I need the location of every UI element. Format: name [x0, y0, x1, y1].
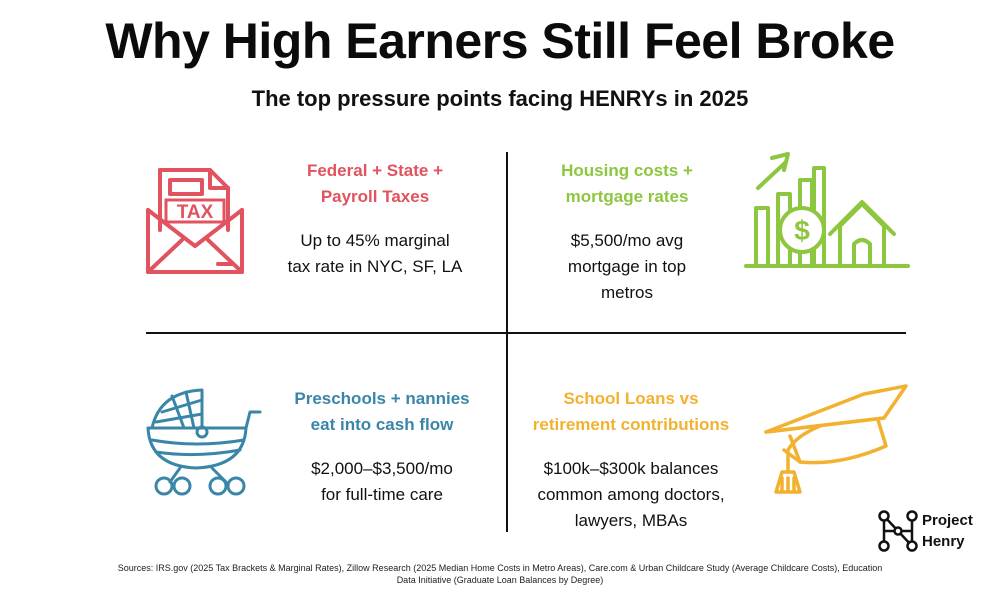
sources-line1: Sources: IRS.gov (2025 Tax Brackets & Ma… — [117, 563, 883, 573]
brand-logo: Project Henry — [876, 508, 986, 554]
loans-body-line1: $100k–$300k balances — [543, 459, 719, 478]
brand-line1: Project — [922, 512, 973, 529]
sources-line2: Data Initiative (Graduate Loan Balances … — [396, 575, 604, 585]
quadrant-loans: School Loans vs retirement contributions… — [508, 386, 754, 534]
baby-stroller-icon — [146, 388, 262, 496]
network-logo-icon — [878, 510, 918, 552]
loans-heading-line2: retirement contributions — [532, 415, 730, 434]
taxes-body-line1: Up to 45% marginal — [300, 231, 450, 250]
housing-heading-line2: mortgage rates — [565, 187, 689, 206]
vertical-divider — [506, 152, 508, 532]
housing-heading: Housing costs + mortgage rates — [512, 158, 742, 210]
childcare-heading-line2: eat into cash flow — [310, 415, 454, 434]
tax-envelope-icon: TAX — [146, 168, 244, 274]
childcare-heading: Preschools + nannies eat into cash flow — [268, 386, 496, 438]
taxes-body: Up to 45% marginal tax rate in NYC, SF, … — [260, 228, 490, 280]
horizontal-divider — [146, 332, 906, 334]
loans-heading: School Loans vs retirement contributions — [508, 386, 754, 438]
taxes-body-line2: tax rate in NYC, SF, LA — [287, 257, 463, 276]
housing-body-line2: mortgage in top — [567, 257, 687, 276]
loans-body: $100k–$300k balances common among doctor… — [508, 456, 754, 534]
sources-footnote: Sources: IRS.gov (2025 Tax Brackets & Ma… — [40, 562, 960, 586]
loans-heading-line1: School Loans vs — [563, 389, 699, 408]
tax-label: TAX — [177, 202, 214, 223]
house-growth-chart-icon: $ — [744, 152, 910, 268]
quadrant-taxes: Federal + State + Payroll Taxes Up to 45… — [260, 158, 490, 280]
childcare-body-line1: $2,000–$3,500/mo — [311, 459, 453, 478]
loans-body-line3: lawyers, MBAs — [574, 511, 688, 530]
taxes-heading-line2: Payroll Taxes — [320, 187, 430, 206]
housing-heading-line1: Housing costs + — [561, 161, 693, 180]
housing-body: $5,500/mo avg mortgage in top metros — [512, 228, 742, 306]
brand-name: Project Henry — [922, 510, 973, 552]
dollar-sign: $ — [794, 215, 810, 246]
brand-line2: Henry — [922, 533, 965, 550]
page-title: Why High Earners Still Feel Broke — [105, 13, 895, 69]
housing-body-line1: $5,500/mo avg — [570, 231, 684, 250]
childcare-body: $2,000–$3,500/mo for full-time care — [268, 456, 496, 508]
quadrant-housing: Housing costs + mortgage rates $5,500/mo… — [512, 158, 742, 306]
taxes-heading: Federal + State + Payroll Taxes — [260, 158, 490, 210]
childcare-body-line2: for full-time care — [321, 485, 443, 504]
graduation-cap-icon — [764, 384, 908, 494]
childcare-heading-line1: Preschools + nannies — [294, 389, 470, 408]
taxes-heading-line1: Federal + State + — [306, 161, 444, 180]
housing-body-line3: metros — [601, 283, 653, 302]
quadrant-childcare: Preschools + nannies eat into cash flow … — [268, 386, 496, 508]
loans-body-line2: common among doctors, — [537, 485, 725, 504]
page-subtitle: The top pressure points facing HENRYs in… — [251, 86, 749, 111]
